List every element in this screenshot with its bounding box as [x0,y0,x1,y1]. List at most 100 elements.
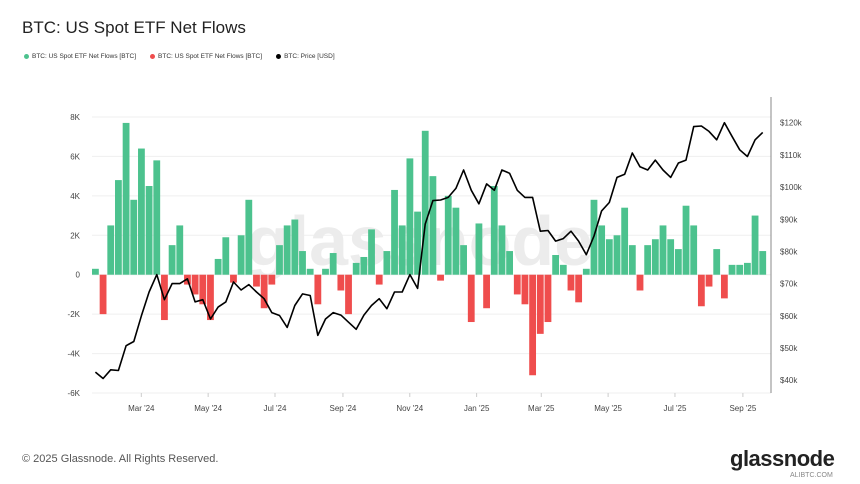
outflow-bar [260,274,268,309]
legend-item-price[interactable]: BTC: Price [USD] [276,53,335,60]
y-left-tick-label: 4K [70,192,80,201]
legend: BTC: US Spot ETF Net Flows [BTC] BTC: US… [24,53,335,60]
outflow-bar [314,274,322,305]
outflow-bar [513,274,521,295]
outflow-bar [697,274,705,307]
outflow-bar [207,274,214,321]
inflow-bar [222,237,230,275]
inflow-bar [751,215,759,275]
x-tick-label: May '25 [594,404,622,413]
outflow-bar [437,274,444,281]
inflow-bar [122,122,130,275]
x-tick-label: Jan '25 [464,404,490,413]
inflow-bar [506,251,514,275]
inflow-bar [667,239,675,275]
outflow-bar [268,274,276,285]
outflow-bar [345,274,352,315]
inflow-bar [322,268,329,275]
inflow-bar [329,253,337,275]
inflow-bar [682,205,690,275]
inflow-bar [291,219,299,275]
y-right-tick-label: $80k [780,247,798,256]
inflow-bar [613,235,621,275]
outflow-bar [575,274,583,303]
inflow-bar [736,264,744,275]
inflow-bar [559,264,567,275]
inflow-bar [368,229,375,275]
inflow-bar [659,225,667,275]
y-right-tick-label: $50k [780,344,798,353]
inflow-bar [713,249,721,275]
inflow-bar [245,199,253,275]
inflow-bar [444,195,452,275]
legend-label: BTC: Price [USD] [284,53,335,60]
inflow-bar [107,225,115,275]
outflow-bar [720,274,728,299]
legend-dot-red [150,54,156,59]
legend-item-inflows[interactable]: BTC: US Spot ETF Net Flows [BTC] [24,53,136,60]
y-left-tick-label: -4K [68,350,81,359]
legend-label: BTC: US Spot ETF Net Flows [BTC] [32,53,137,60]
inflow-bar [306,268,314,275]
y-right-tick-label: $40k [780,376,798,385]
inflow-bar [475,223,483,275]
inflow-bar [176,225,184,275]
y-right-tick-label: $70k [780,280,798,289]
chart-title: BTC: US Spot ETF Net Flows [22,18,246,37]
inflow-bar [168,245,176,275]
legend-dot-black [276,54,282,59]
x-tick-label: May '24 [194,404,222,413]
inflow-bar [383,251,391,275]
x-tick-label: Nov '24 [396,404,423,413]
y-left-tick-label: 6K [70,152,80,161]
y-left-tick-label: -6K [68,389,81,398]
inflow-bar [145,186,153,275]
watermark-text: ALIBTC.COM [790,472,833,479]
legend-dot-green [24,54,29,59]
inflow-bar [498,225,506,275]
inflow-bar [391,189,398,275]
y-right-tick-label: $100k [780,183,803,192]
inflow-bar [460,245,467,275]
inflow-bar [237,235,245,275]
inflow-bar [582,268,590,275]
outflow-bar [544,274,552,323]
inflow-bar [605,239,613,275]
inflow-bar [92,268,99,275]
inflow-bar [406,158,414,275]
inflow-bar [421,130,429,275]
y-left-tick-label: 8K [70,113,80,122]
outflow-bar [337,274,345,291]
inflow-bar [651,239,659,275]
outflow-bar [567,274,575,291]
inflow-bar [153,160,161,275]
inflow-bar [628,245,636,275]
outflow-bar [467,274,475,323]
inflow-bar [360,256,368,275]
inflow-bar [759,251,767,275]
y-left-tick-label: -2K [68,310,81,319]
inflow-bar [598,225,606,275]
outflow-bar [529,274,537,376]
y-right-tick-label: $60k [780,312,798,321]
outflow-bar [521,274,529,305]
inflow-bar [690,225,698,275]
inflow-bar [429,176,437,275]
x-tick-label: Jul '24 [264,404,287,413]
outflow-bar [253,274,260,287]
inflow-bar [214,258,222,275]
copyright-footer: © 2025 Glassnode. All Rights Reserved. [22,453,219,465]
x-tick-label: Mar '25 [528,404,555,413]
legend-item-outflows[interactable]: BTC: US Spot ETF Net Flows [BTC] [150,53,262,60]
x-tick-label: Sep '25 [729,404,756,413]
glassnode-logo: glassnode [730,446,835,471]
inflow-bar [398,225,406,275]
y-right-tick-label: $90k [780,215,798,224]
x-tick-label: Jul '25 [664,404,687,413]
inflow-bar [115,180,122,275]
inflow-bar [452,207,460,275]
x-tick-label: Sep '24 [329,404,356,413]
inflow-bar [743,262,751,275]
outflow-bar [483,274,490,309]
